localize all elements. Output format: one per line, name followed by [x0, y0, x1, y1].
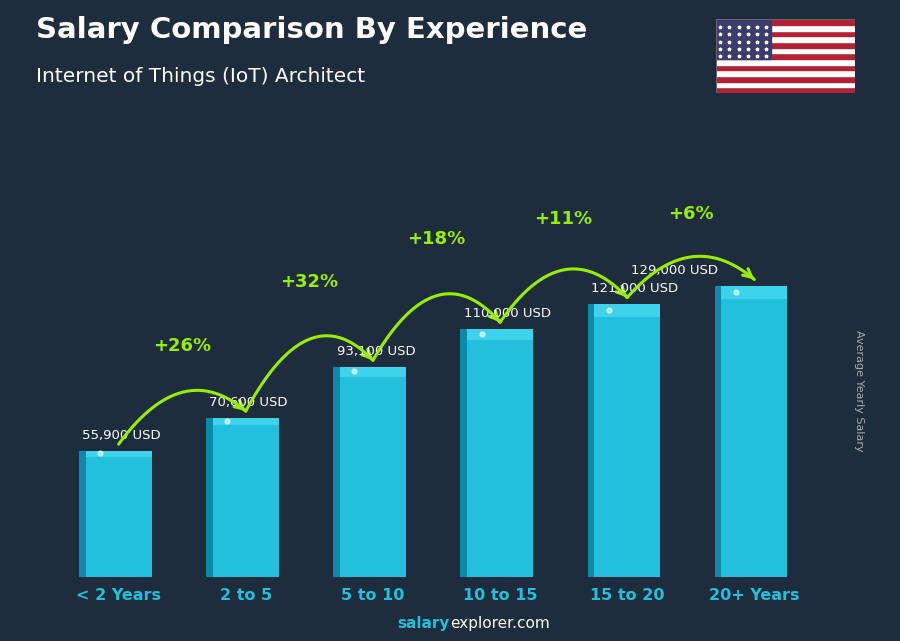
- Bar: [716, 81, 855, 87]
- Bar: [461, 329, 467, 577]
- Text: Average Yearly Salary: Average Yearly Salary: [854, 330, 865, 452]
- Text: salary: salary: [398, 617, 450, 631]
- Bar: [721, 287, 788, 299]
- Text: +26%: +26%: [153, 337, 211, 354]
- Text: +18%: +18%: [408, 230, 465, 248]
- Bar: [212, 418, 279, 577]
- Text: +32%: +32%: [280, 272, 338, 290]
- Text: 110,000 USD: 110,000 USD: [464, 307, 551, 320]
- Text: Internet of Things (IoT) Architect: Internet of Things (IoT) Architect: [36, 67, 365, 87]
- Bar: [212, 418, 279, 425]
- Text: Salary Comparison By Experience: Salary Comparison By Experience: [36, 16, 587, 44]
- Bar: [467, 329, 533, 577]
- Bar: [716, 87, 855, 93]
- Text: explorer.com: explorer.com: [450, 617, 550, 631]
- Text: 93,100 USD: 93,100 USD: [337, 345, 415, 358]
- Text: 55,900 USD: 55,900 USD: [82, 429, 161, 442]
- Bar: [340, 367, 406, 577]
- Bar: [594, 304, 661, 317]
- Bar: [716, 25, 855, 31]
- Bar: [588, 304, 594, 577]
- Bar: [716, 42, 855, 47]
- Bar: [340, 367, 406, 376]
- Bar: [333, 367, 340, 577]
- Bar: [716, 37, 855, 42]
- Text: +11%: +11%: [535, 210, 593, 228]
- Text: +6%: +6%: [668, 205, 714, 223]
- Bar: [721, 287, 788, 577]
- Bar: [86, 451, 152, 456]
- Text: 70,600 USD: 70,600 USD: [210, 395, 288, 409]
- Bar: [716, 76, 855, 81]
- Bar: [716, 71, 855, 76]
- Text: 121,000 USD: 121,000 USD: [591, 282, 678, 296]
- Bar: [79, 451, 86, 577]
- Text: 129,000 USD: 129,000 USD: [631, 264, 718, 277]
- Bar: [594, 304, 661, 577]
- Bar: [716, 19, 771, 59]
- Bar: [206, 418, 212, 577]
- Bar: [716, 47, 855, 53]
- Bar: [716, 31, 855, 37]
- Bar: [715, 287, 721, 577]
- Bar: [716, 53, 855, 59]
- Bar: [467, 329, 533, 340]
- Bar: [716, 65, 855, 71]
- Bar: [86, 451, 152, 577]
- Bar: [716, 19, 855, 25]
- Bar: [716, 59, 855, 65]
